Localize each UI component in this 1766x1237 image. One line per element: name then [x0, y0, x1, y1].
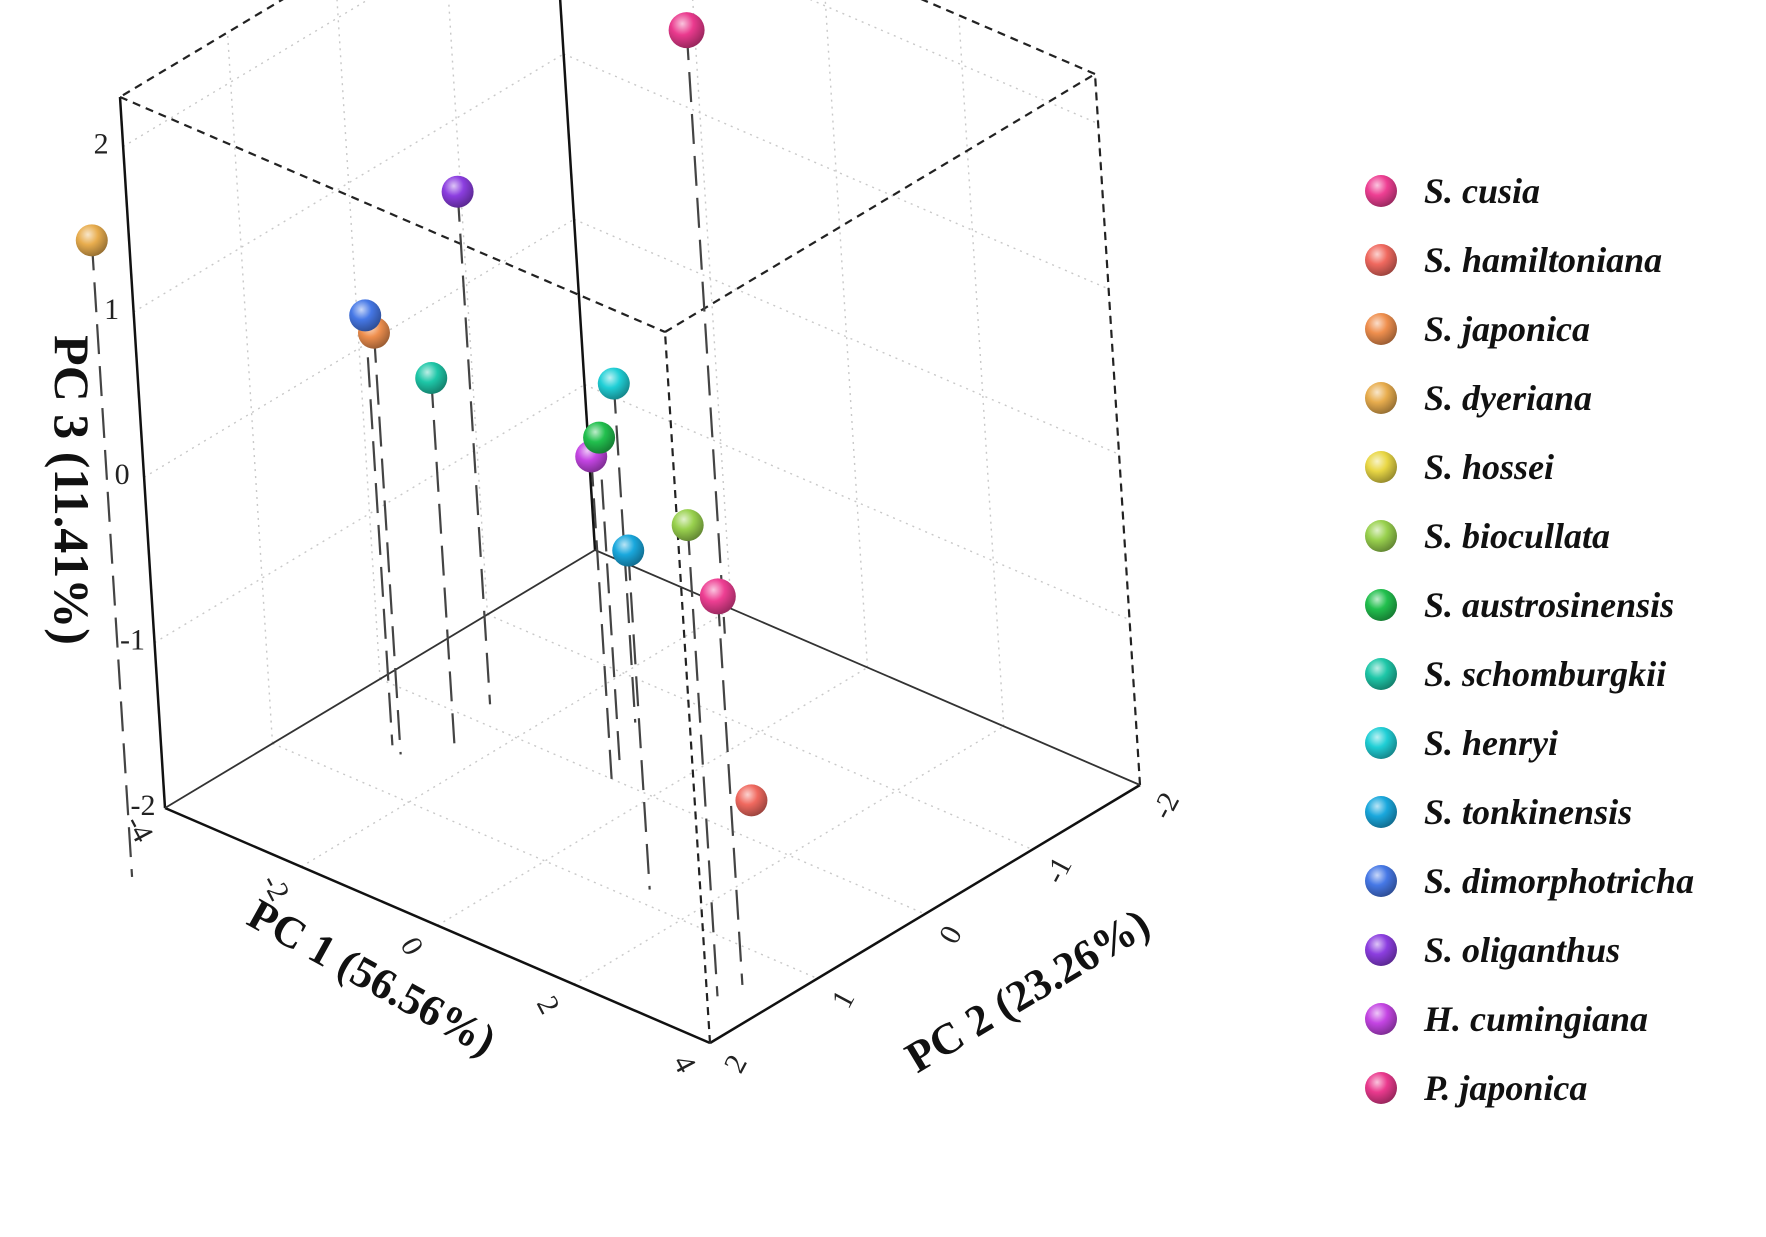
floor-grid-line	[272, 742, 818, 980]
legend-label: S. tonkinensis	[1424, 792, 1632, 832]
x-axis-line	[164, 806, 711, 1045]
drop-line	[590, 456, 613, 779]
data-point	[597, 367, 630, 400]
legend-label: S. hamiltoniana	[1424, 240, 1662, 280]
legend-marker	[1365, 658, 1397, 690]
z-tick-label: -2	[131, 789, 156, 822]
legend-marker	[1365, 175, 1397, 207]
wall-grid-line	[958, 15, 1005, 727]
legend-marker	[1365, 244, 1397, 276]
x-tick-label: 4	[666, 1049, 702, 1078]
z-axis-title: PC 3 (11.41%)	[44, 335, 100, 645]
z-tick-label: 2	[94, 127, 109, 160]
wall-grid-line	[584, 384, 1130, 621]
data-point	[75, 224, 108, 257]
data-point	[699, 578, 736, 615]
box-edge	[1093, 73, 1142, 786]
data-point	[583, 421, 616, 454]
legend-label: P. japonica	[1423, 1068, 1587, 1108]
y-tick-label: 0	[933, 920, 969, 949]
drop-line	[627, 550, 651, 890]
x-tick-label: 0	[394, 932, 430, 961]
drop-line	[430, 377, 456, 751]
box-top-edge	[119, 95, 666, 334]
data-point	[668, 12, 705, 49]
legend-marker	[1365, 382, 1397, 414]
legend-label: S. oliganthus	[1424, 930, 1620, 970]
legend-label: H. cumingiana	[1423, 999, 1648, 1039]
legend-label: S. dyeriana	[1424, 378, 1592, 418]
drop-lines	[90, 30, 744, 997]
legend-marker	[1365, 451, 1397, 483]
y-tick-label: 1	[825, 985, 861, 1014]
box-edge	[164, 549, 596, 809]
legend-marker	[1365, 589, 1397, 621]
wall-grid-line	[226, 32, 274, 744]
legend-marker	[1365, 313, 1397, 345]
legend-label: S. henryi	[1424, 723, 1558, 763]
legend-label: S. schomburgkii	[1424, 654, 1666, 694]
floor-grid-line	[437, 666, 868, 927]
box-edge	[663, 331, 712, 1044]
legend-label: S. hossei	[1424, 447, 1554, 487]
y-tick-label: 2	[718, 1049, 754, 1078]
legend-label: S. cusia	[1424, 171, 1540, 211]
data-point	[735, 784, 768, 817]
z-axis-line	[118, 96, 167, 809]
floor-grid-line	[379, 678, 926, 915]
wall-grid-line	[143, 218, 575, 478]
floor-grid-line	[573, 725, 1005, 985]
legend-label: S. dimorphotricha	[1424, 861, 1694, 901]
drop-line	[716, 596, 744, 985]
legend: S. cusia S. hamiltoniana S. japonica S. dye…	[1365, 171, 1694, 1108]
legend-label: S. austrosinensis	[1424, 585, 1674, 625]
z-tick-label: 0	[115, 458, 130, 491]
y-tick-label: -1	[1038, 851, 1079, 889]
drop-line	[456, 191, 492, 705]
box-top-edge	[664, 73, 1096, 333]
drop-line	[685, 30, 726, 634]
box-top-edge	[119, 0, 284, 98]
y-axis-line	[709, 783, 1141, 1045]
wall-grid-line	[447, 0, 489, 615]
wall-grid-line	[154, 384, 585, 644]
box-top-edge	[920, 0, 1096, 76]
floor-grid-line	[487, 613, 1033, 851]
box-edge	[594, 549, 1141, 786]
legend-marker	[1365, 727, 1397, 759]
legend-marker	[1365, 1003, 1397, 1035]
data-point	[441, 175, 474, 208]
data-point	[612, 534, 645, 567]
legend-marker	[1365, 796, 1397, 828]
drop-line	[686, 525, 719, 997]
wall-grid-line	[573, 218, 1120, 455]
z-tick-label: -1	[120, 624, 145, 657]
drop-line	[597, 437, 621, 761]
z-tick-label: 1	[104, 293, 119, 326]
legend-marker	[1365, 865, 1397, 897]
drop-line	[372, 332, 402, 755]
drop-line	[90, 240, 134, 878]
wall-grid-line	[563, 53, 1109, 290]
legend-marker	[1365, 520, 1397, 552]
legend-label: S. japonica	[1424, 309, 1590, 349]
data-point	[349, 299, 382, 332]
wall-grid-line	[824, 0, 869, 668]
legend-label: S. biocullata	[1424, 516, 1610, 556]
drop-line	[364, 315, 394, 746]
wall-grid-line	[809, 0, 1099, 125]
x-axis-title: PC 1 (56.56%)	[240, 889, 504, 1065]
legend-marker	[1365, 1072, 1397, 1104]
y-tick-label: -2	[1145, 787, 1186, 825]
data-point	[671, 509, 704, 542]
x-tick-label: 2	[530, 991, 566, 1020]
data-points	[75, 12, 768, 817]
legend-marker	[1365, 934, 1397, 966]
data-point	[415, 362, 448, 395]
